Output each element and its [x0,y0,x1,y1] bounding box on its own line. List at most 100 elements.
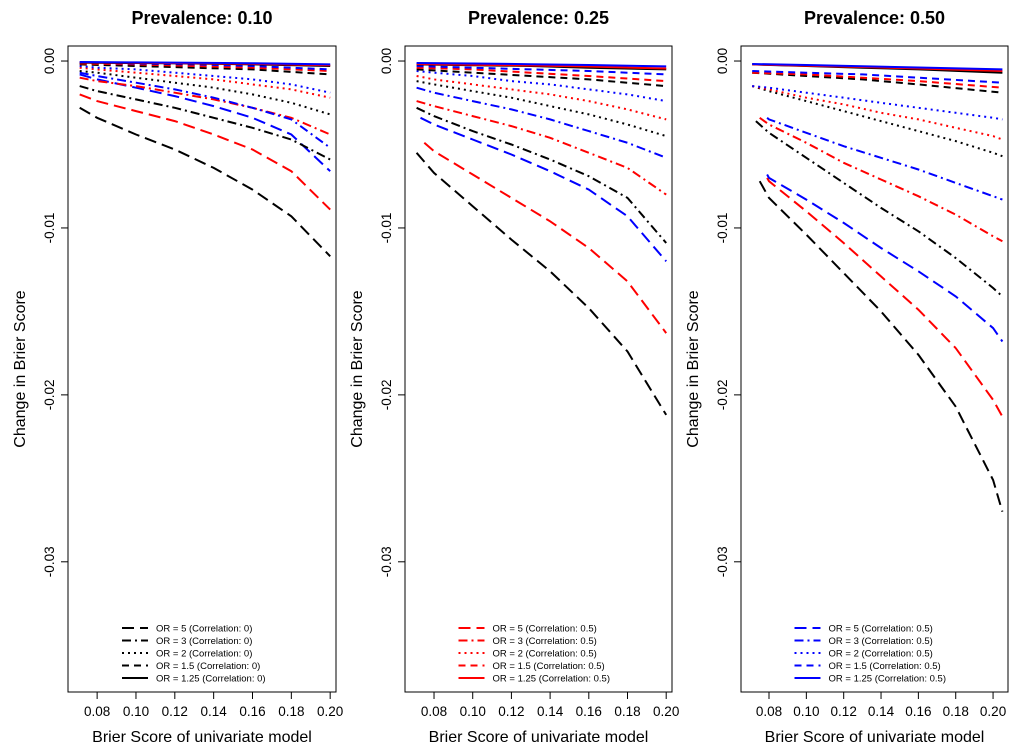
series-line-red-long [423,142,668,334]
legend-label: OR = 5 (Correlation: 0.5) [829,624,933,635]
y-tick-label: -0.03 [42,546,57,577]
series-line-black-dashed [79,63,331,76]
series-line-blue-dotdash [79,71,331,149]
chart-panel-1: Prevalence: 0.10 0.08 0.10 0.12 0.14 0.16 0.18… [12,8,343,746]
x-axis-title: Brier Score of univariate model [92,729,312,746]
legend-label: OR = 3 (Correlation: 0) [156,636,252,647]
chart-panel-2: Prevalence: 0.25 0.08 0.10 0.12 0.14 0.16 0.18… [349,8,679,746]
series-line-red-long [766,177,1004,418]
x-tick-label: 0.18 [614,704,640,719]
series-line-red-dashed [752,71,1003,89]
series-line-black-dashed [752,71,1003,94]
plot-frame [740,45,1009,693]
series-line-red-dotdash [759,116,1003,243]
series-line-blue-dotdash [766,117,1003,201]
series-line-blue-dotted [416,70,667,103]
series-line-blue-solid [416,62,667,68]
x-tick-label: 0.12 [831,704,857,719]
x-tick-label: 0.08 [84,704,110,719]
legend-label: OR = 5 (Correlation: 0) [156,624,252,635]
series-line-red-dotted [752,85,1003,141]
series-line-blue-dotted [79,65,331,94]
legend-label: OR = 2 (Correlation: 0) [156,649,252,660]
x-tick-label: 0.16 [239,704,265,719]
x-tick-label: 0.10 [460,704,486,719]
series-line-red-dotted [416,75,667,121]
y-axis-title: Change in Brier Score [685,290,702,448]
series-line-black-dotted [751,85,1003,158]
x-axis-title: Brier Score of univariate model [429,729,649,746]
plot-frame [67,45,337,693]
chart-title: Prevalence: 0.50 [804,8,945,28]
series-line-blue-long [420,116,667,262]
series-line-blue-dotted [752,85,1003,121]
y-axis-title: Change in Brier Score [349,290,366,448]
y-tick-label: 0.00 [379,48,394,74]
series-line-red-dotted [79,66,331,99]
y-tick-label: -0.01 [715,213,730,244]
legend-label: OR = 2 (Correlation: 0.5) [493,649,597,660]
series-line-blue-solid [752,63,1003,71]
chart-title: Prevalence: 0.25 [468,8,609,28]
y-tick-label: -0.03 [379,546,394,577]
x-axis-title: Brier Score of univariate model [765,729,985,746]
x-tick-label: 0.16 [905,704,931,719]
x-tick-label: 0.10 [123,704,149,719]
x-tick-label: 0.18 [943,704,969,719]
series-line-black-dashed [416,68,667,88]
plot-frame [404,45,673,693]
series-line-red-long [79,93,331,211]
series-line-blue-solid [79,61,331,66]
series-line-black-long [415,152,668,416]
series-line-black-dotdash [79,85,331,161]
series-line-red-solid [416,63,667,70]
y-axis-title: Change in Brier Score [12,290,29,448]
y-tick-label: -0.01 [379,213,394,244]
series-line-black-long [79,106,331,257]
legend-label: OR = 3 (Correlation: 0.5) [493,636,597,647]
chart-title: Prevalence: 0.10 [131,8,272,28]
series-line-black-dotdash [755,120,1004,298]
legend-label: OR = 1.25 (Correlation: 0) [156,674,266,685]
series-line-red-dotdash [79,76,331,136]
legend: OR = 5 (Correlation: 0)OR = 3 (Correlati… [122,624,266,685]
legend-label: OR = 1.5 (Correlation: 0.5) [493,661,605,672]
y-tick-label: -0.02 [715,379,730,410]
series-line-black-dotted [416,80,667,138]
x-tick-label: 0.20 [980,704,1006,719]
y-tick-label: 0.00 [42,48,57,74]
legend-label: OR = 1.25 (Correlation: 0.5) [829,674,946,685]
x-tick-label: 0.12 [162,704,188,719]
x-tick-label: 0.16 [576,704,602,719]
x-tick-label: 0.20 [653,704,679,719]
x-tick-label: 0.20 [317,704,343,719]
series-line-black-dotted [79,70,331,116]
legend-label: OR = 3 (Correlation: 0.5) [829,636,933,647]
series-line-blue-dotdash [416,86,667,159]
x-tick-label: 0.12 [498,704,524,719]
series-line-black-dotdash [416,106,667,244]
x-tick-label: 0.08 [756,704,782,719]
x-tick-label: 0.14 [201,704,228,719]
legend-label: OR = 1.5 (Correlation: 0.5) [829,661,941,672]
legend: OR = 5 (Correlation: 0.5)OR = 3 (Correla… [458,624,610,685]
series-line-blue-long [79,73,331,172]
legend-label: OR = 5 (Correlation: 0.5) [493,624,597,635]
series-line-red-dashed [416,66,667,83]
x-tick-label: 0.18 [278,704,304,719]
x-tick-label: 0.14 [537,704,564,719]
y-tick-label: -0.01 [42,213,57,244]
legend: OR = 5 (Correlation: 0.5)OR = 3 (Correla… [794,624,946,685]
legend-label: OR = 2 (Correlation: 0.5) [829,649,933,660]
x-tick-label: 0.14 [868,704,895,719]
legend-label: OR = 1.5 (Correlation: 0) [156,661,260,672]
series-line-blue-dashed [416,65,667,76]
series-line-black-long [758,180,1004,512]
series-line-blue-dashed [752,70,1003,84]
y-tick-label: -0.02 [42,379,57,410]
series-line-blue-long [766,174,1004,343]
y-tick-label: -0.02 [379,379,394,410]
series-line-red-dotdash [416,100,667,196]
x-tick-label: 0.10 [793,704,819,719]
